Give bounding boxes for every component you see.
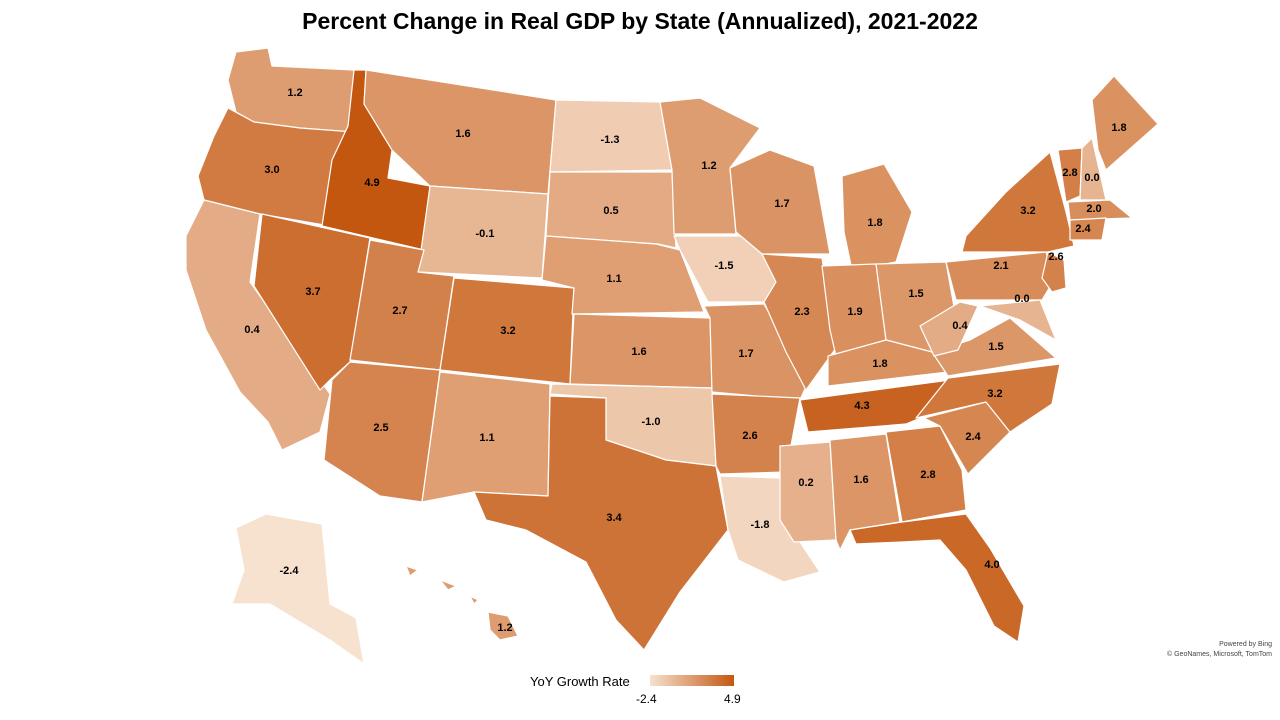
state-hi [405, 565, 519, 641]
state-label-in: 1.9 [847, 306, 862, 318]
state-me [1091, 75, 1159, 171]
state-wi [729, 149, 831, 255]
state-label-ms: 0.2 [798, 477, 813, 489]
state-nj [1041, 251, 1067, 293]
state-label-ny: 3.2 [1020, 205, 1035, 217]
state-fl [849, 513, 1025, 643]
state-label-nc: 3.2 [987, 388, 1002, 400]
legend-title: YoY Growth Rate [530, 674, 630, 689]
state-label-ct: 2.4 [1075, 223, 1091, 235]
map-title: Percent Change in Real GDP by State (Ann… [302, 8, 978, 34]
state-label-ks: 1.6 [631, 346, 646, 358]
state-label-mo: 1.7 [738, 348, 753, 360]
state-label-tx: 3.4 [606, 512, 622, 524]
state-md [979, 299, 1057, 341]
legend-max-label: 4.9 [724, 692, 741, 706]
state-label-md: 0.0 [1014, 293, 1029, 305]
state-label-ca: 0.4 [244, 324, 260, 336]
state-label-nm: 1.1 [479, 432, 494, 444]
state-ny [961, 151, 1075, 253]
state-ct [1069, 217, 1107, 241]
state-label-oh: 1.5 [908, 288, 923, 300]
state-label-mn: 1.2 [701, 160, 716, 172]
state-ne [541, 235, 705, 315]
state-label-mi: 1.8 [867, 217, 882, 229]
state-label-sd: 0.5 [603, 205, 618, 217]
state-ut [349, 239, 455, 371]
state-label-ga: 2.8 [920, 469, 935, 481]
state-label-pa: 2.1 [993, 260, 1008, 272]
state-label-wv: 0.4 [952, 320, 968, 332]
state-label-ok: -1.0 [642, 416, 661, 428]
state-label-mt: 1.6 [455, 128, 470, 140]
state-label-wi: 1.7 [774, 198, 789, 210]
state-label-nv: 3.7 [305, 286, 320, 298]
state-label-ak: -2.4 [280, 565, 300, 577]
state-label-va: 1.5 [988, 341, 1003, 353]
state-label-nh: 0.0 [1084, 172, 1099, 184]
state-ca [185, 199, 331, 451]
state-mi [841, 163, 913, 271]
state-label-ar: 2.6 [742, 430, 757, 442]
state-ga [885, 425, 967, 523]
state-label-vt: 2.8 [1062, 167, 1077, 179]
state-sd [545, 171, 677, 249]
state-label-tn: 4.3 [854, 400, 869, 412]
state-label-sc: 2.4 [965, 431, 981, 443]
state-label-fl: 4.0 [984, 559, 999, 571]
state-label-wa: 1.2 [287, 87, 302, 99]
state-wv [919, 301, 979, 357]
state-label-ut: 2.7 [392, 305, 407, 317]
state-label-la: -1.8 [751, 519, 770, 531]
state-label-or: 3.0 [264, 164, 279, 176]
attribution-credits: © GeoNames, Microsoft, TomTom [1167, 651, 1272, 658]
legend-min-label: -2.4 [636, 692, 657, 706]
state-nc [915, 363, 1061, 433]
state-label-wy: -0.1 [476, 228, 495, 240]
state-label-ma: 2.0 [1086, 203, 1101, 215]
map-attribution: Powered by Bing © GeoNames, Microsoft, T… [1167, 640, 1272, 660]
state-label-nd: -1.3 [601, 134, 620, 146]
state-va [931, 317, 1057, 377]
state-label-al: 1.6 [853, 474, 868, 486]
state-nv [253, 213, 371, 391]
state-label-il: 2.3 [794, 306, 809, 318]
state-tx [473, 395, 729, 651]
state-label-id: 4.9 [364, 177, 379, 189]
state-label-hi: 1.2 [497, 622, 512, 634]
state-label-ne: 1.1 [606, 273, 621, 285]
state-label-ia: -1.5 [715, 260, 734, 272]
state-label-me: 1.8 [1111, 122, 1126, 134]
state-ma [1067, 199, 1133, 221]
state-ms [779, 441, 837, 543]
state-label-ky: 1.8 [872, 358, 887, 370]
state-ar [711, 393, 801, 475]
state-label-nj: 2.6 [1048, 251, 1063, 263]
state-ak [231, 513, 365, 665]
state-label-co: 3.2 [500, 325, 515, 337]
legend-color-ramp [650, 675, 734, 686]
attribution-powered-by: Powered by Bing [1219, 641, 1272, 648]
state-pa [945, 251, 1055, 301]
state-label-az: 2.5 [373, 422, 388, 434]
